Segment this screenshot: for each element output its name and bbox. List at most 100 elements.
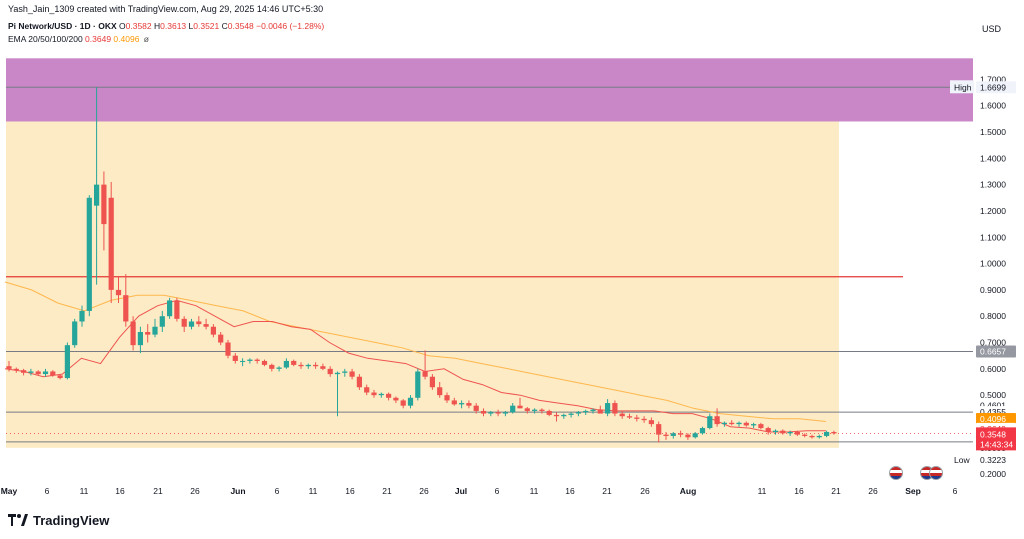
candle-body [721, 422, 727, 425]
y-tick-label: 1.0000 [980, 259, 1006, 269]
ema-indicator-label[interactable]: EMA 20/50/100/200 [8, 34, 83, 44]
tradingview-logo-icon [8, 514, 28, 526]
candle-body [692, 433, 698, 438]
candle-body [743, 422, 749, 426]
candle-body [590, 409, 596, 411]
candle-body [524, 408, 530, 411]
candle-body [459, 403, 465, 405]
candle-body [634, 417, 640, 419]
candle-body [517, 405, 523, 409]
chart-attribution: Yash_Jain_1309 created with TradingView.… [8, 4, 324, 14]
y-tick-label: 1.4000 [980, 153, 1006, 163]
candle-body [802, 434, 808, 436]
tradingview-logo[interactable]: TradingView [8, 510, 109, 530]
candle-body [605, 403, 611, 414]
y-tick-label: 1.2000 [980, 206, 1006, 216]
candle-body [371, 392, 377, 396]
x-tick-label: 16 [345, 486, 355, 496]
tradingview-brand: TradingView [33, 512, 110, 528]
candle-body [21, 370, 27, 373]
us-economic-event-icon[interactable] [929, 466, 943, 480]
candle-body [218, 334, 224, 343]
candle-body [751, 424, 757, 426]
candle-body [145, 332, 151, 335]
candle-body [685, 434, 691, 438]
candle-body [167, 300, 173, 317]
y-tick-label: 1.1000 [980, 232, 1006, 242]
candle-body [203, 324, 209, 327]
x-tick-label: 6 [953, 486, 958, 496]
ohlc-close-value: 0.3548 [227, 21, 254, 31]
y-tick-label: 1.7000 [980, 74, 1006, 84]
candle-body [787, 432, 793, 434]
level-0.4601-value: 0.4601 [980, 401, 1006, 411]
candle-body [174, 300, 180, 319]
ema50-line [4, 281, 826, 422]
currency-label[interactable]: USD [982, 24, 1002, 34]
candle-body [247, 359, 253, 361]
x-tick-label: 26 [640, 486, 650, 496]
ohlc-open-label: O [119, 21, 126, 31]
candle-body [699, 428, 706, 434]
candle-body [327, 368, 333, 375]
candle-body [794, 432, 800, 435]
hide-indicator-icon[interactable]: ø [143, 34, 149, 44]
x-tick-label: Sep [905, 486, 921, 496]
ohlc-close-label: C [221, 21, 228, 31]
ema50-price-tag [976, 412, 1016, 425]
us-economic-event-icon[interactable] [889, 466, 903, 480]
high-label: High [954, 82, 972, 92]
level-0.4355-value: 0.4355 [980, 407, 1006, 417]
candle-body [626, 416, 633, 418]
candle-body [291, 360, 297, 365]
y-tick-label: 1.6000 [980, 101, 1006, 111]
ema50-value: 0.4096 [113, 34, 140, 44]
candle-body [612, 403, 618, 414]
y-tick-label: 0.2000 [980, 469, 1006, 479]
high-value: 1.6699 [980, 82, 1006, 92]
candle-body [641, 418, 647, 421]
candle-body [480, 410, 487, 414]
candle-body [188, 321, 195, 327]
x-tick-label: Aug [680, 486, 697, 496]
candle-body [378, 393, 384, 396]
candle-body [210, 326, 216, 335]
x-tick-label: 21 [153, 486, 163, 496]
x-tick-label: 6 [495, 486, 500, 496]
demand-zone-background [6, 121, 839, 448]
candle-body [561, 414, 567, 417]
y-tick-label: 0.7000 [980, 338, 1006, 348]
candle-body [349, 371, 355, 377]
candle-body [101, 184, 107, 225]
x-tick-label: Jul [455, 486, 467, 496]
candle-body [619, 413, 625, 417]
candle-body [400, 400, 406, 406]
current-price-value: 0.3548 [980, 429, 1006, 439]
candle-body [6, 366, 12, 369]
candle-body [130, 321, 136, 346]
candle-body [313, 364, 319, 367]
candle-body [298, 364, 304, 367]
candle-body [466, 403, 472, 406]
candle-body [532, 409, 538, 411]
candle-body [780, 430, 786, 434]
x-tick-label: 26 [419, 486, 429, 496]
x-tick-label: Jun [230, 486, 245, 496]
candle-body [283, 360, 289, 368]
candle-body [714, 416, 720, 425]
candle-body [152, 326, 158, 335]
low-label: Low [954, 455, 970, 465]
x-tick-label: May [1, 486, 18, 496]
candle-body [276, 367, 282, 369]
candle-body [269, 364, 275, 369]
symbol-label[interactable]: Pi Network/USD · 1D · OKX [8, 21, 117, 31]
candle-body [429, 376, 435, 388]
candle-body [42, 371, 49, 375]
candle-body [386, 393, 392, 398]
level-0.6657-tag [976, 345, 1016, 358]
candle-body [648, 420, 654, 425]
level-0.6657-value: 0.6657 [980, 347, 1006, 357]
candle-body [437, 387, 443, 396]
candle-body [356, 376, 362, 388]
